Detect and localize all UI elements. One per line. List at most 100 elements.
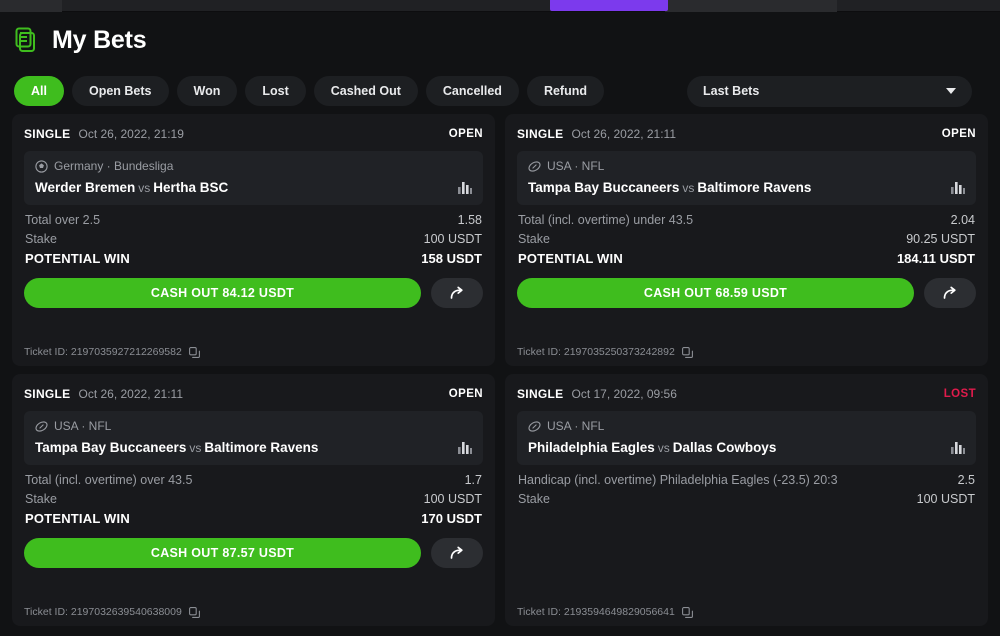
- team-home: Tampa Bay Buccaneers: [35, 440, 187, 455]
- cash-out-button[interactable]: CASH OUT 68.59 USDT: [517, 278, 914, 308]
- filter-pill-refund[interactable]: Refund: [526, 76, 605, 106]
- bet-date: Oct 26, 2022, 21:11: [571, 127, 677, 141]
- stake-label: Stake: [25, 492, 57, 506]
- copy-icon[interactable]: [188, 606, 200, 618]
- share-button[interactable]: [924, 278, 976, 308]
- market-odds: 1.58: [457, 213, 482, 227]
- bets-grid: SINGLE Oct 26, 2022, 21:19 OPEN Germany …: [8, 114, 992, 626]
- ticket-id: Ticket ID: 2197035250373242892: [517, 346, 675, 358]
- browser-tab-inactive[interactable]: [0, 0, 62, 12]
- copy-icon[interactable]: [681, 346, 693, 358]
- market-odds: 2.04: [950, 213, 975, 227]
- filter-pill-cancelled[interactable]: Cancelled: [425, 76, 519, 106]
- bet-date: Oct 17, 2022, 09:56: [571, 387, 677, 401]
- american-football-icon: [528, 160, 541, 173]
- team-home: Philadelphia Eagles: [528, 440, 655, 455]
- stake-value: 90.25 USDT: [906, 232, 975, 246]
- share-arrow-icon: [450, 286, 465, 300]
- share-button[interactable]: [431, 538, 483, 568]
- bar-chart-icon[interactable]: [943, 181, 965, 194]
- bet-type: SINGLE: [24, 387, 71, 401]
- browser-chrome-strip: [0, 0, 1000, 12]
- match-panel[interactable]: Germany · Bundesliga Werder Bremen vs Hert…: [24, 151, 483, 205]
- teams-label: Philadelphia Eagles vs Dallas Cowboys: [528, 440, 776, 455]
- teams-label: Tampa Bay Buccaneers vs Baltimore Ravens: [528, 180, 811, 195]
- league-name: USA · NFL: [547, 419, 605, 433]
- american-football-icon: [35, 420, 48, 433]
- bet-type: SINGLE: [517, 387, 564, 401]
- bet-type: SINGLE: [517, 127, 564, 141]
- market-label: Total (incl. overtime) over 43.5: [25, 473, 193, 487]
- stake-row: Stake 100 USDT: [518, 492, 975, 506]
- bet-card-header: SINGLE Oct 26, 2022, 21:11 OPEN: [24, 384, 483, 404]
- copy-icon[interactable]: [188, 346, 200, 358]
- bet-details: Handicap (incl. overtime) Philadelphia E…: [517, 465, 976, 511]
- bet-card[interactable]: SINGLE Oct 26, 2022, 21:11 OPEN USA · NF…: [12, 374, 495, 626]
- vs-separator: vs: [189, 441, 202, 455]
- potential-win-value: 184.11 USDT: [896, 251, 975, 266]
- teams-label: Werder Bremen vs Hertha BSC: [35, 180, 228, 195]
- league-name: USA · NFL: [547, 159, 605, 173]
- match-panel[interactable]: USA · NFL Tampa Bay Buccaneers vs Baltimor…: [24, 411, 483, 465]
- league-name: Germany · Bundesliga: [54, 159, 174, 173]
- vs-separator: vs: [138, 181, 151, 195]
- share-arrow-icon: [943, 286, 958, 300]
- cash-out-button[interactable]: CASH OUT 87.57 USDT: [24, 538, 421, 568]
- bet-card[interactable]: SINGLE Oct 17, 2022, 09:56 LOST USA · NF…: [505, 374, 988, 626]
- ticket-id: Ticket ID: 2197035927212269582: [24, 346, 182, 358]
- filter-bar: All Open Bets Won Lost Cashed Out Cancel…: [8, 68, 992, 114]
- page-header: My Bets: [8, 12, 992, 68]
- browser-tab-active[interactable]: [550, 0, 668, 11]
- bet-actions: CASH OUT 68.59 USDT: [517, 278, 976, 308]
- league-line: USA · NFL: [528, 419, 965, 433]
- cash-out-button[interactable]: CASH OUT 84.12 USDT: [24, 278, 421, 308]
- copy-icon[interactable]: [681, 606, 693, 618]
- bar-chart-icon[interactable]: [943, 441, 965, 454]
- teams-line: Tampa Bay Buccaneers vs Baltimore Ravens: [35, 440, 472, 455]
- stake-row: Stake 100 USDT: [25, 492, 482, 506]
- browser-toolbar-chip[interactable]: [786, 0, 834, 12]
- filter-pill-cashed-out[interactable]: Cashed Out: [313, 76, 418, 106]
- bar-chart-icon[interactable]: [450, 181, 472, 194]
- bet-type: SINGLE: [24, 127, 71, 141]
- bet-details: Total (incl. overtime) under 43.5 2.04 S…: [517, 205, 976, 271]
- market-label: Total (incl. overtime) under 43.5: [518, 213, 694, 227]
- share-button[interactable]: [431, 278, 483, 308]
- bet-card-header: SINGLE Oct 17, 2022, 09:56 LOST: [517, 384, 976, 404]
- soccer-ball-icon: [35, 159, 48, 173]
- stake-label: Stake: [25, 232, 57, 246]
- bet-card-header: SINGLE Oct 26, 2022, 21:11 OPEN: [517, 124, 976, 144]
- teams-label: Tampa Bay Buccaneers vs Baltimore Ravens: [35, 440, 318, 455]
- filter-pill-won[interactable]: Won: [176, 76, 238, 106]
- teams-line: Tampa Bay Buccaneers vs Baltimore Ravens: [528, 180, 965, 195]
- match-panel[interactable]: USA · NFL Philadelphia Eagles vs Dallas Co…: [517, 411, 976, 465]
- bar-chart-icon[interactable]: [450, 441, 472, 454]
- potential-win-row: POTENTIAL WIN 184.11 USDT: [518, 251, 975, 266]
- bet-card-footer: Ticket ID: 2197035250373242892: [517, 340, 976, 358]
- market-label: Total over 2.5: [25, 213, 101, 227]
- filter-pill-lost[interactable]: Lost: [245, 76, 306, 106]
- teams-line: Werder Bremen vs Hertha BSC: [35, 180, 472, 195]
- vs-separator: vs: [657, 441, 670, 455]
- team-home: Werder Bremen: [35, 180, 136, 195]
- team-home: Tampa Bay Buccaneers: [528, 180, 680, 195]
- potential-win-label: POTENTIAL WIN: [25, 251, 130, 266]
- bet-card[interactable]: SINGLE Oct 26, 2022, 21:11 OPEN USA · NF…: [505, 114, 988, 366]
- stake-value: 100 USDT: [423, 232, 482, 246]
- team-away: Baltimore Ravens: [697, 180, 812, 195]
- bet-actions: CASH OUT 87.57 USDT: [24, 538, 483, 568]
- filter-pill-open-bets[interactable]: Open Bets: [71, 76, 169, 106]
- bet-actions: CASH OUT 84.12 USDT: [24, 278, 483, 308]
- bet-details: Total over 2.5 1.58 Stake 100 USDT POTEN…: [24, 205, 483, 271]
- page-title: My Bets: [52, 25, 147, 54]
- bet-card[interactable]: SINGLE Oct 26, 2022, 21:19 OPEN Germany …: [12, 114, 495, 366]
- league-line: USA · NFL: [528, 159, 965, 173]
- market-row: Total over 2.5 1.58: [25, 213, 482, 227]
- filter-pill-all[interactable]: All: [14, 76, 64, 106]
- stake-row: Stake 90.25 USDT: [518, 232, 975, 246]
- market-odds: 1.7: [464, 473, 482, 487]
- match-panel[interactable]: USA · NFL Tampa Bay Buccaneers vs Baltimor…: [517, 151, 976, 205]
- sort-dropdown[interactable]: Last Bets: [687, 75, 972, 107]
- market-row: Handicap (incl. overtime) Philadelphia E…: [518, 473, 975, 487]
- stake-row: Stake 100 USDT: [25, 232, 482, 246]
